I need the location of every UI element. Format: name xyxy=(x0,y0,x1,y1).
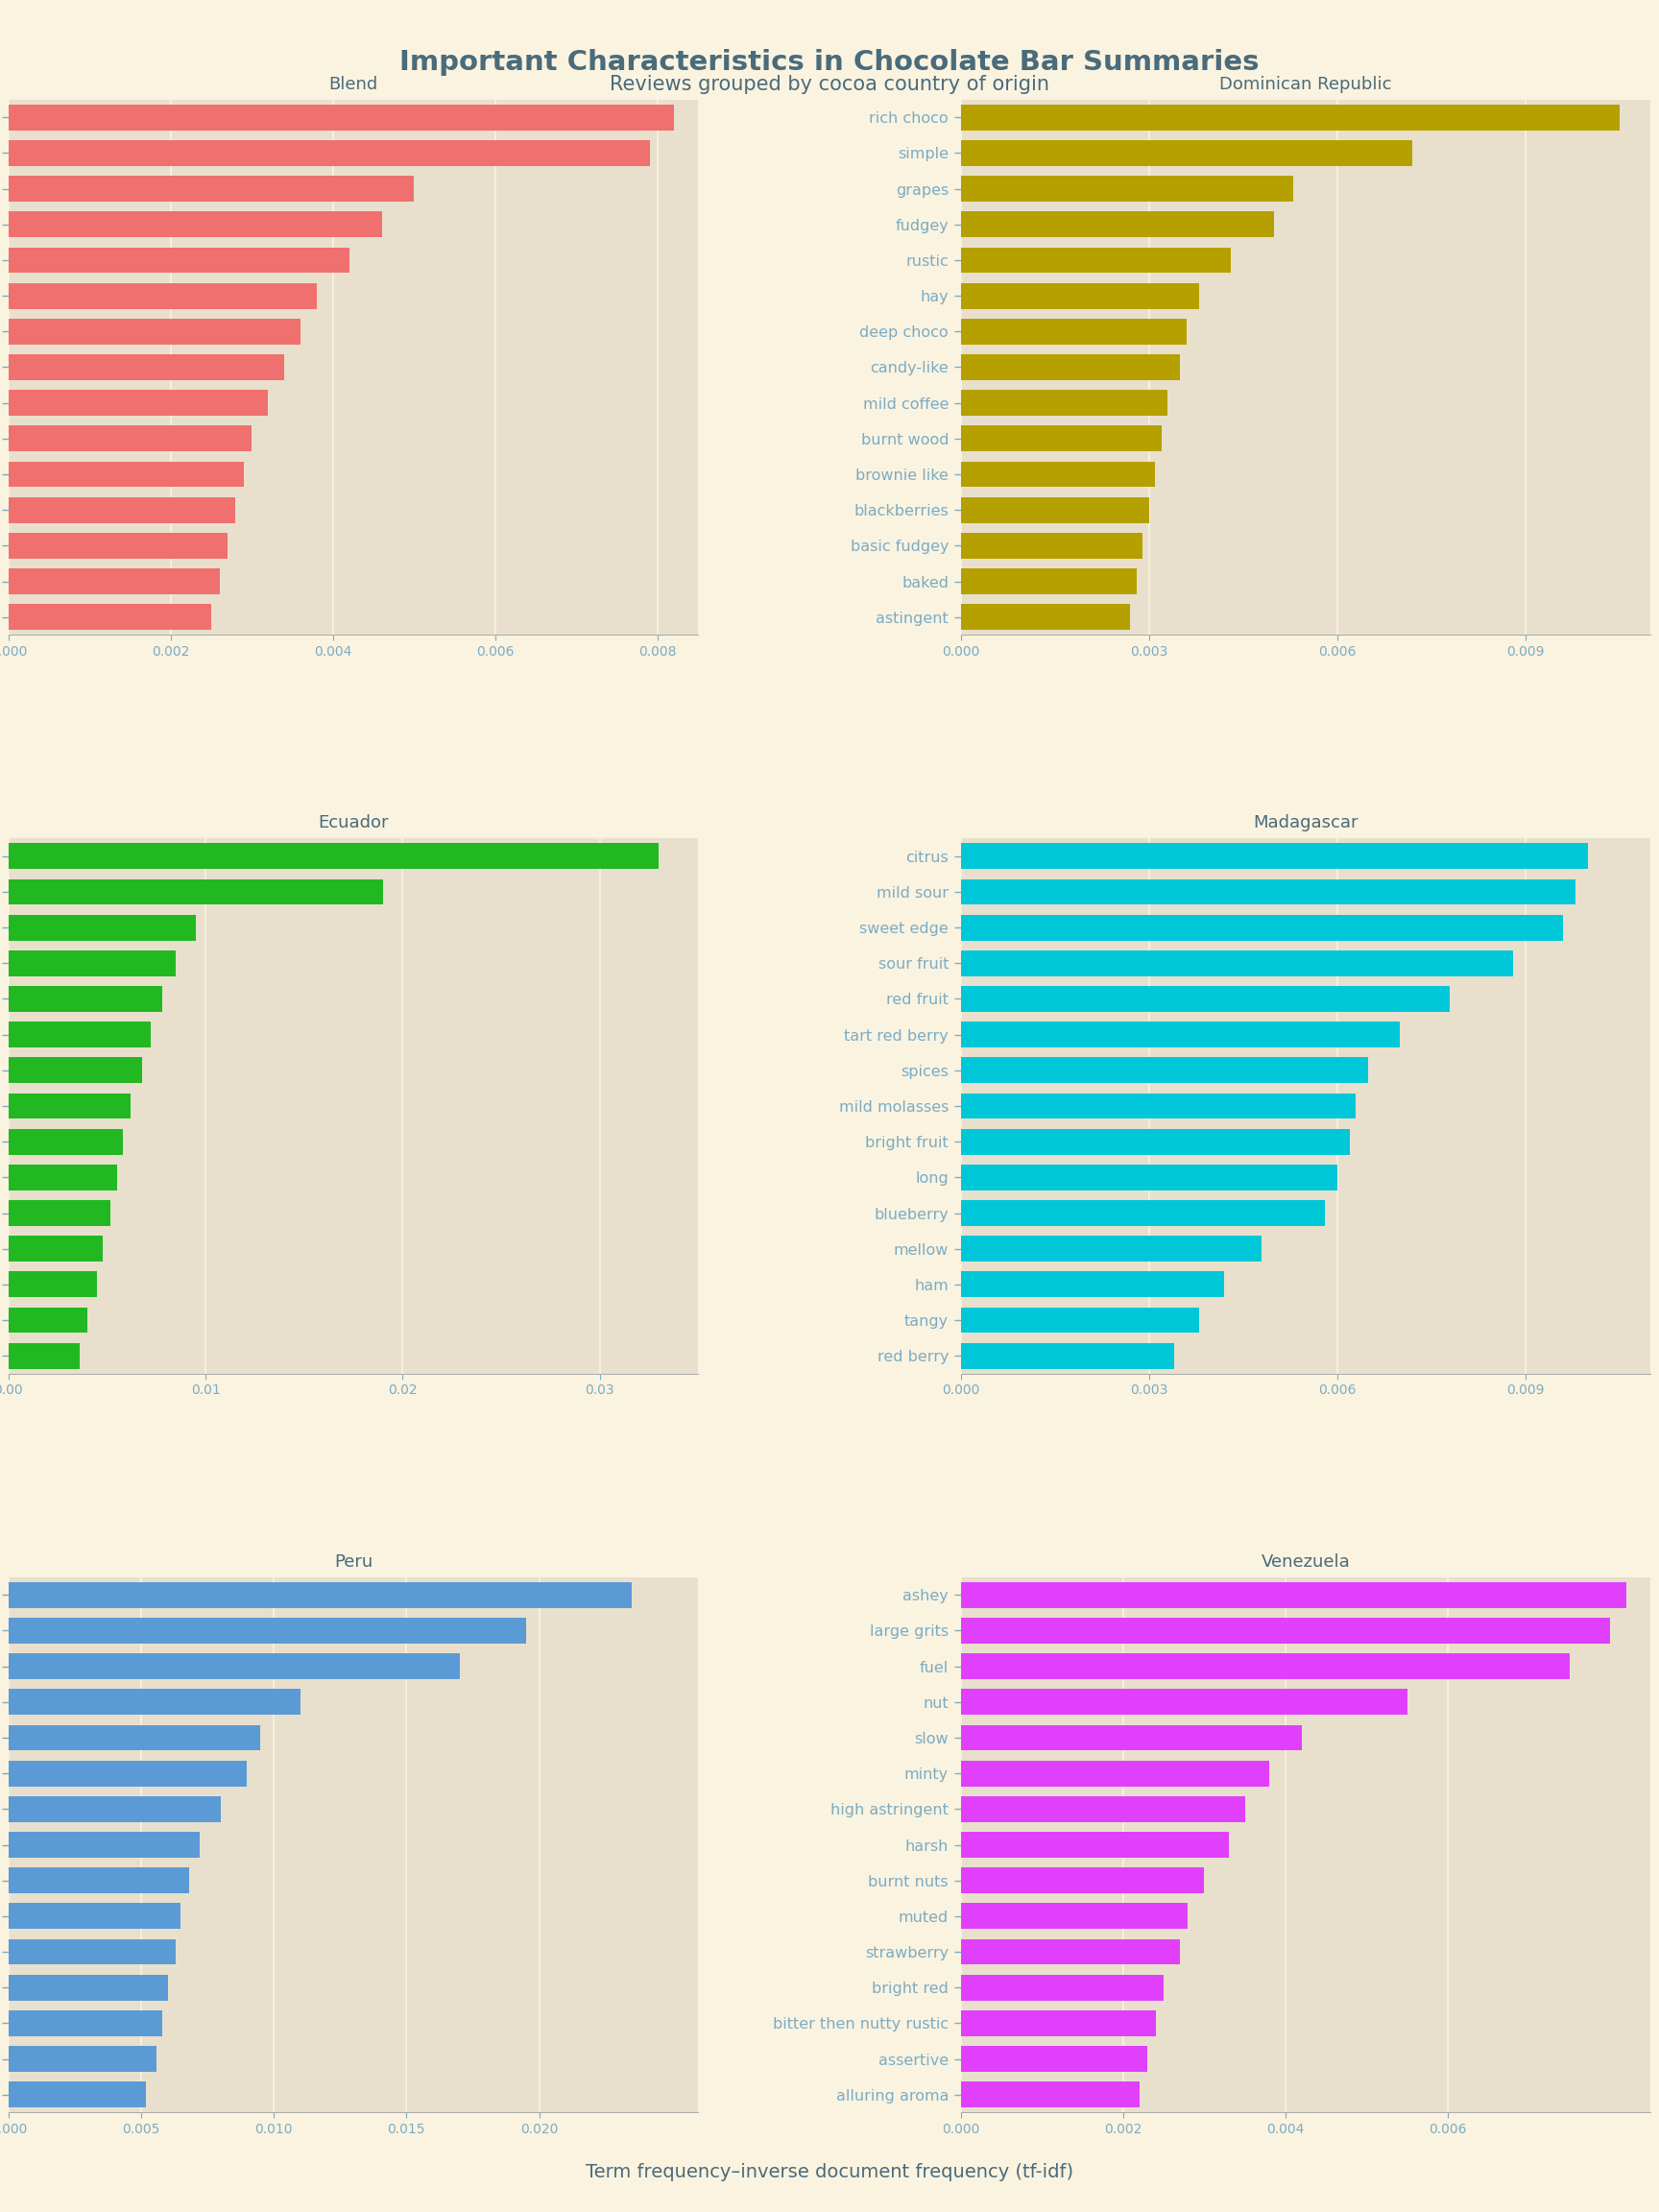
Bar xyxy=(961,177,1292,201)
Bar xyxy=(961,951,1513,975)
Bar xyxy=(8,568,219,595)
Bar xyxy=(961,462,1155,487)
Bar xyxy=(8,1307,88,1334)
Bar xyxy=(8,1902,181,1929)
Bar xyxy=(8,177,415,201)
Bar xyxy=(8,1975,168,2000)
Bar xyxy=(961,1761,1269,1787)
Bar xyxy=(961,1690,1407,1714)
Bar xyxy=(961,1201,1324,1225)
Bar xyxy=(961,1655,1569,1679)
Bar xyxy=(961,1272,1224,1296)
Bar xyxy=(8,1093,131,1119)
Bar xyxy=(8,425,252,451)
Bar xyxy=(961,139,1412,166)
Bar xyxy=(961,1164,1337,1190)
Title: Madagascar: Madagascar xyxy=(1253,814,1359,832)
Bar xyxy=(961,1975,1163,2000)
Title: Blend: Blend xyxy=(328,75,378,93)
Bar xyxy=(961,2081,1140,2108)
Bar xyxy=(8,139,650,166)
Bar xyxy=(961,1832,1229,1858)
Bar xyxy=(8,2081,146,2108)
Bar xyxy=(8,354,284,380)
Title: Dominican Republic: Dominican Republic xyxy=(1219,75,1392,93)
Bar xyxy=(961,604,1130,630)
Bar xyxy=(961,354,1180,380)
Bar xyxy=(961,987,1450,1011)
Bar xyxy=(8,319,300,345)
Bar xyxy=(8,283,317,310)
Bar xyxy=(8,2046,158,2073)
Bar xyxy=(8,1761,247,1787)
Bar xyxy=(8,462,244,487)
Bar xyxy=(8,843,659,869)
Bar xyxy=(8,1655,460,1679)
Bar xyxy=(961,1093,1355,1119)
Bar xyxy=(961,1057,1369,1084)
Bar xyxy=(8,1201,111,1225)
Bar xyxy=(961,498,1148,522)
Text: Term frequency–inverse document frequency (tf-idf): Term frequency–inverse document frequenc… xyxy=(586,2163,1073,2181)
Title: Peru: Peru xyxy=(333,1553,373,1571)
Bar xyxy=(8,916,196,940)
Bar xyxy=(8,1582,632,1608)
Title: Venezuela: Venezuela xyxy=(1261,1553,1350,1571)
Bar xyxy=(961,319,1186,345)
Bar xyxy=(961,1128,1349,1155)
Bar xyxy=(8,212,382,237)
Bar xyxy=(8,248,350,272)
Bar xyxy=(8,1940,176,1964)
Bar xyxy=(961,248,1231,272)
Bar xyxy=(961,878,1576,905)
Bar xyxy=(961,1022,1400,1048)
Bar xyxy=(961,1617,1611,1644)
Bar xyxy=(8,1832,199,1858)
Bar xyxy=(961,843,1588,869)
Bar xyxy=(961,212,1274,237)
Text: Reviews grouped by cocoa country of origin: Reviews grouped by cocoa country of orig… xyxy=(609,75,1050,95)
Bar xyxy=(961,1940,1180,1964)
Bar xyxy=(8,2011,163,2035)
Bar xyxy=(8,1057,143,1084)
Bar xyxy=(961,283,1199,310)
Bar xyxy=(961,1307,1199,1334)
Bar xyxy=(961,389,1168,416)
Bar xyxy=(961,1902,1188,1929)
Bar xyxy=(8,1022,151,1048)
Bar xyxy=(8,389,269,416)
Bar xyxy=(8,1725,260,1750)
Bar xyxy=(961,1582,1626,1608)
Bar xyxy=(961,2011,1155,2035)
Bar xyxy=(961,1725,1302,1750)
Bar xyxy=(961,533,1143,557)
Bar xyxy=(8,498,236,522)
Bar xyxy=(8,878,383,905)
Bar xyxy=(961,1237,1262,1261)
Bar xyxy=(961,568,1136,595)
Bar xyxy=(8,533,227,557)
Bar xyxy=(8,1867,189,1893)
Bar xyxy=(961,425,1161,451)
Bar xyxy=(8,987,163,1011)
Bar xyxy=(8,951,176,975)
Bar xyxy=(961,1796,1244,1823)
Bar xyxy=(8,1690,300,1714)
Bar xyxy=(8,1343,80,1369)
Bar xyxy=(961,1867,1204,1893)
Text: Important Characteristics in Chocolate Bar Summaries: Important Characteristics in Chocolate B… xyxy=(400,49,1259,75)
Bar xyxy=(8,1272,96,1296)
Bar xyxy=(961,2046,1148,2073)
Bar xyxy=(961,1343,1175,1369)
Title: Ecuador: Ecuador xyxy=(319,814,388,832)
Bar xyxy=(8,1128,123,1155)
Bar xyxy=(8,104,674,131)
Bar xyxy=(8,1237,103,1261)
Bar xyxy=(8,1617,526,1644)
Bar xyxy=(961,916,1563,940)
Bar xyxy=(8,1164,116,1190)
Bar xyxy=(8,604,211,630)
Bar xyxy=(8,1796,221,1823)
Bar xyxy=(961,104,1619,131)
